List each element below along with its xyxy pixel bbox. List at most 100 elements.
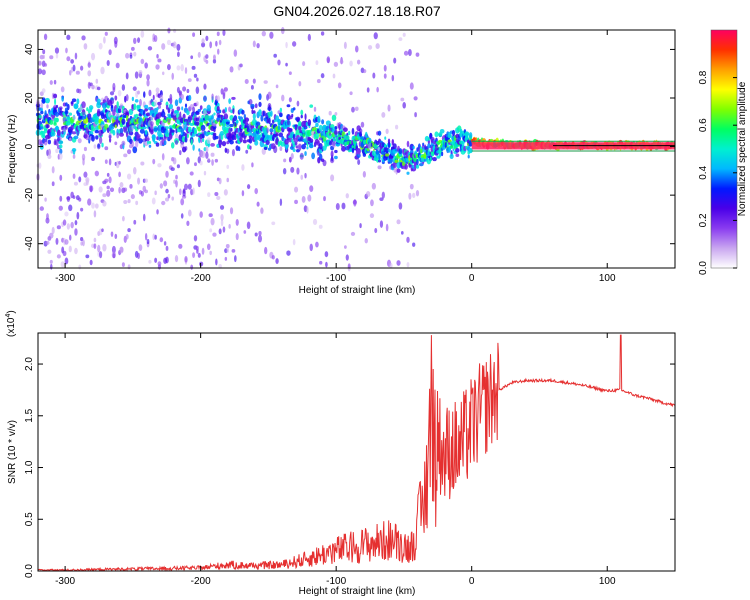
- heatmap-cell: [192, 106, 196, 113]
- heatmap-cell: [234, 255, 237, 263]
- heatmap-cell: [96, 86, 101, 91]
- heatmap-cell: [71, 131, 77, 135]
- heatmap-cell: [225, 121, 230, 125]
- snr-series-line: [37, 334, 676, 572]
- heatmap-cell: [424, 158, 427, 162]
- heatmap-cell: [169, 97, 173, 105]
- heatmap-cell: [198, 148, 201, 152]
- heatmap-cell: [81, 108, 86, 116]
- heatmap-cell: [62, 219, 67, 226]
- heatmap-cell: [147, 46, 153, 51]
- heatmap-cell: [68, 204, 73, 212]
- heatmap-cell: [180, 93, 184, 101]
- heatmap-cell: [47, 154, 52, 160]
- heatmap-cell: [339, 59, 344, 65]
- heatmap-cell: [288, 71, 292, 76]
- heatmap-cell: [297, 143, 302, 151]
- heatmap-cell: [186, 157, 190, 165]
- heatmap-cell: [159, 134, 164, 138]
- heatmap-cell: [60, 261, 65, 268]
- heatmap-cell: [343, 245, 347, 249]
- heatmap-cell: [153, 35, 158, 42]
- heatmap-cell: [165, 104, 169, 110]
- heatmap-cell: [161, 200, 166, 206]
- heatmap-cell: [388, 157, 394, 164]
- heatmap-cell: [207, 157, 210, 162]
- heatmap-cell: [195, 86, 200, 95]
- heatmap-cell: [180, 213, 184, 219]
- heatmap-cell: [252, 78, 256, 84]
- heatmap-cell: [130, 46, 135, 51]
- heatmap-cell: [72, 154, 76, 159]
- heatmap-cell: [277, 59, 281, 66]
- heatmap-cell: [209, 228, 213, 233]
- heatmap-cell: [300, 174, 304, 180]
- heatmap-cell: [381, 191, 385, 199]
- heatmap-cell: [81, 35, 86, 41]
- heatmap-cell: [372, 72, 376, 79]
- heatmap-cell: [448, 146, 451, 153]
- heatmap-cell: [212, 58, 217, 64]
- heatmap-cell: [167, 193, 171, 199]
- heatmap-cell: [278, 132, 284, 138]
- heatmap-cell: [351, 106, 355, 113]
- heatmap-cell: [49, 80, 53, 85]
- heatmap-cell: [150, 124, 154, 131]
- heatmap-cell: [318, 124, 323, 132]
- heatmap-cell: [104, 159, 108, 164]
- heatmap-cell: [119, 132, 124, 137]
- heatmap-cell: [254, 187, 258, 195]
- heatmap-cell: [49, 119, 54, 125]
- y-tick-label: -40: [24, 236, 35, 251]
- heatmap-cell: [96, 110, 101, 117]
- heatmap-cell: [127, 264, 131, 270]
- heatmap-cell: [125, 52, 130, 59]
- heatmap-cell: [248, 138, 253, 144]
- heatmap-cell: [59, 174, 63, 181]
- heatmap-cell: [271, 221, 276, 226]
- heatmap-cell: [230, 109, 234, 114]
- heatmap-cell: [56, 225, 61, 230]
- heatmap-cell: [330, 150, 334, 158]
- heatmap-cell: [54, 111, 60, 117]
- heatmap-cell: [59, 148, 63, 155]
- heatmap-cell: [280, 27, 285, 35]
- heatmap-cell: [165, 245, 169, 251]
- heatmap-cell: [468, 132, 473, 139]
- heatmap-cell: [174, 99, 179, 107]
- heatmap-cell: [219, 131, 225, 136]
- heatmap-cell: [83, 43, 88, 50]
- heatmap-cell: [226, 247, 229, 253]
- heatmap-cell: [161, 110, 166, 118]
- heatmap-cell: [275, 84, 279, 89]
- heatmap-cell: [51, 181, 55, 187]
- heatmap-cell: [93, 144, 97, 149]
- heatmap-cell: [165, 188, 169, 194]
- heatmap-cell: [38, 114, 42, 119]
- heatmap-cell: [76, 211, 80, 220]
- heatmap-cell: [307, 119, 312, 127]
- x-tick-label: 100: [599, 576, 616, 587]
- heatmap-cell: [220, 219, 224, 227]
- heatmap-cell: [228, 98, 232, 105]
- heatmap-cell: [201, 38, 205, 44]
- heatmap-cell: [218, 39, 222, 46]
- heatmap-cell: [38, 61, 42, 66]
- heatmap-cell: [315, 60, 319, 65]
- heatmap-cell: [271, 119, 275, 124]
- heatmap-cell: [119, 246, 124, 254]
- heatmap-cell: [96, 102, 102, 109]
- heatmap-cell: [46, 124, 49, 129]
- heatmap-cell: [324, 251, 329, 258]
- heatmap-cell: [322, 159, 327, 167]
- heatmap-cell: [415, 52, 420, 57]
- heatmap-cell: [211, 114, 214, 121]
- heatmap-cell: [412, 145, 415, 150]
- heatmap-cell: [362, 69, 367, 74]
- heatmap-cell: [260, 207, 264, 214]
- heatmap-cell: [402, 32, 406, 37]
- heatmap-cell: [393, 57, 397, 64]
- heatmap-cell: [234, 135, 237, 140]
- heatmap-cell: [174, 140, 179, 145]
